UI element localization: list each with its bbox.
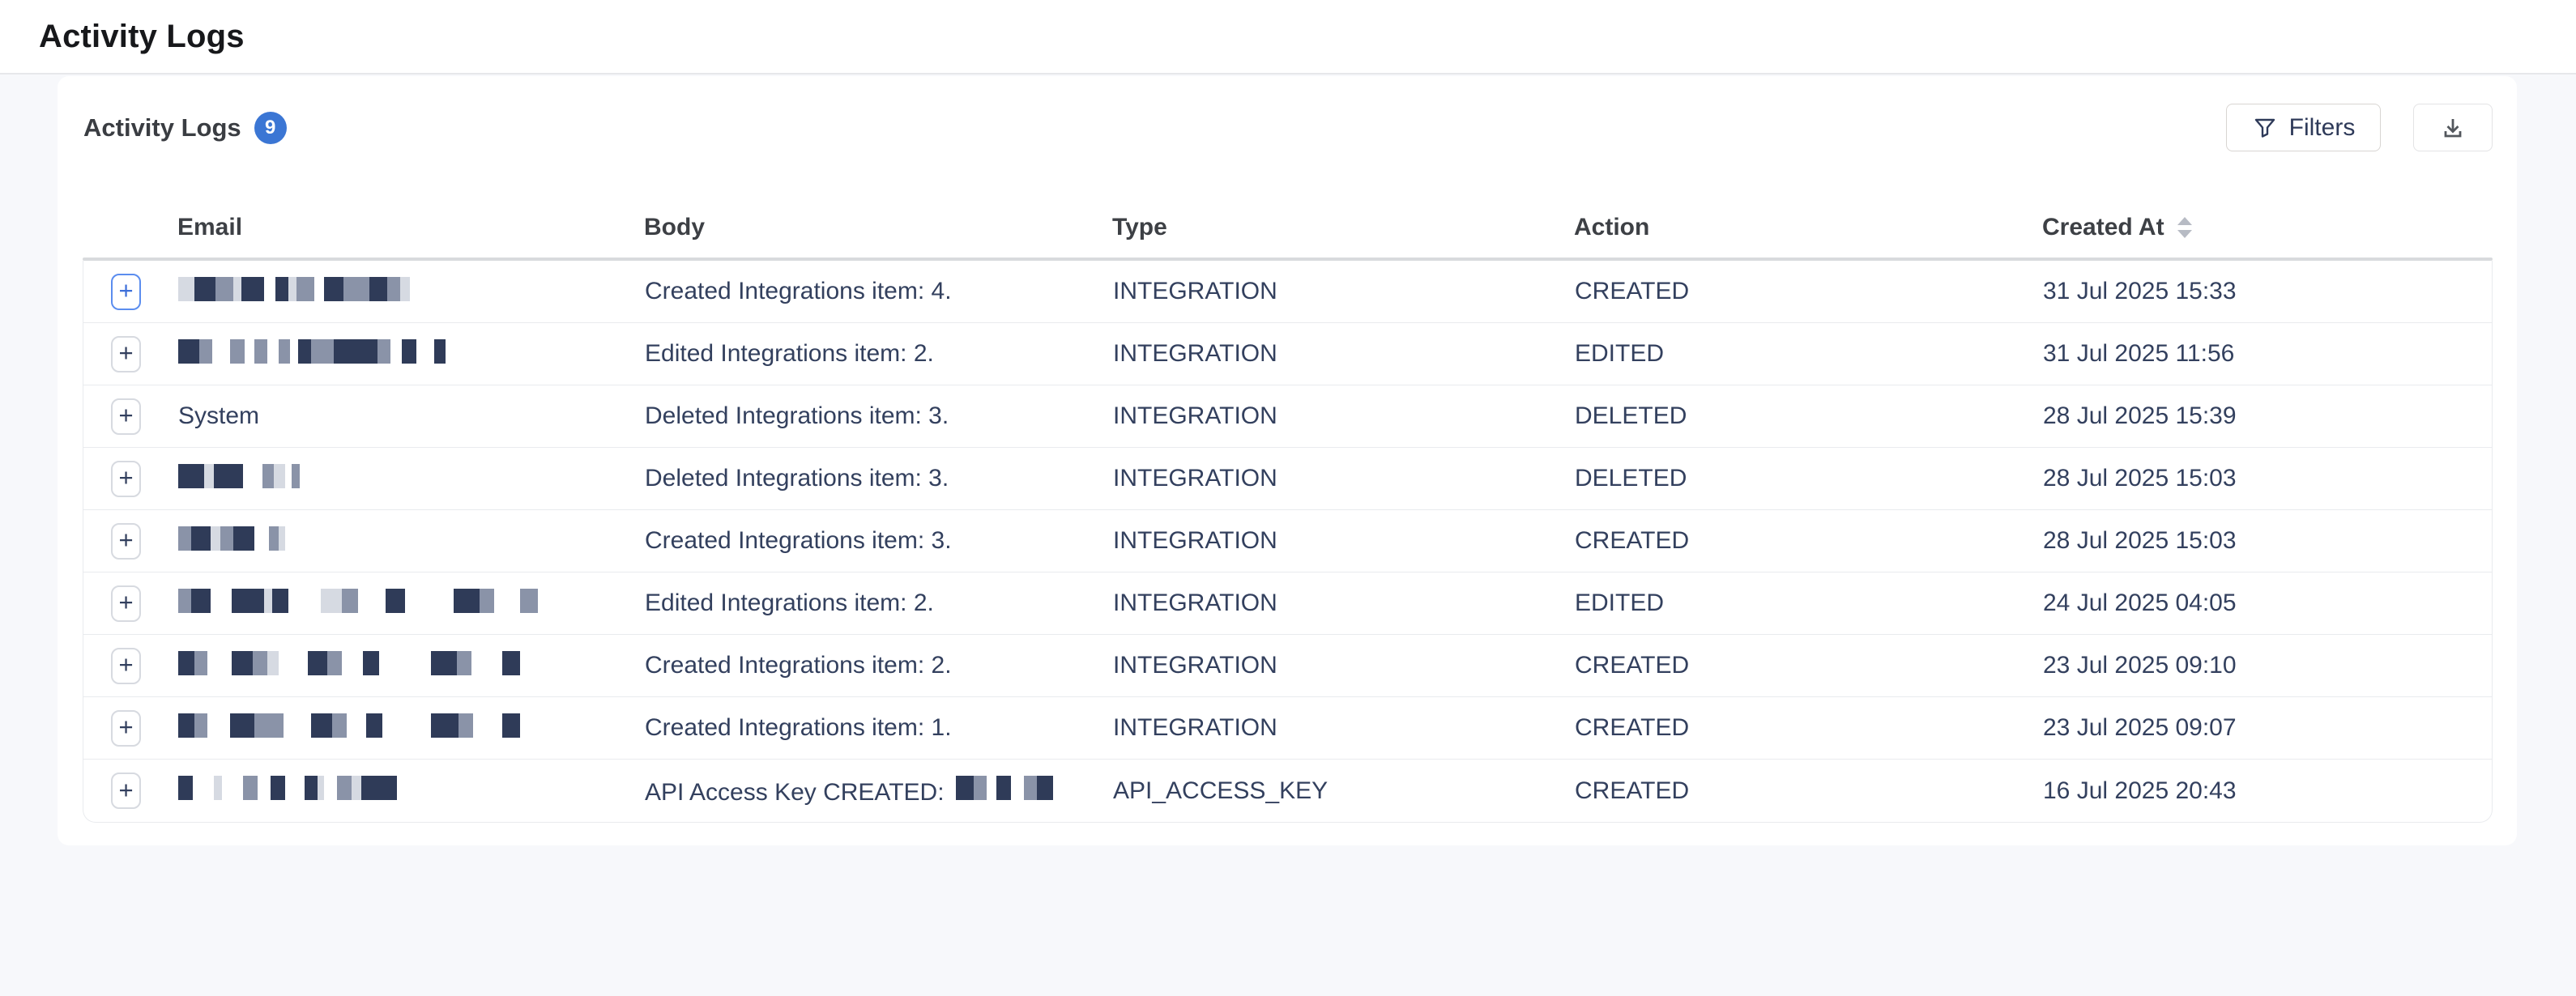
panel-title: Activity Logs: [83, 113, 241, 142]
redacted-email: [178, 775, 397, 801]
type-text: API_ACCESS_KEY: [1113, 777, 1329, 804]
type-text: INTEGRATION: [1113, 714, 1277, 741]
created-at-text: 28 Jul 2025 15:03: [2043, 527, 2237, 554]
expand-row-button[interactable]: +: [111, 398, 141, 435]
table-row: + Created Integrations item: 3. INTEGRAT…: [83, 510, 2492, 572]
action-text: CREATED: [1575, 777, 1690, 804]
redacted-email: [178, 650, 520, 676]
table-row: + Edited Integrations item: 2. INTEGRATI…: [83, 323, 2492, 385]
expand-row-button[interactable]: +: [111, 585, 141, 622]
redacted-email: [178, 463, 300, 489]
expand-row-button[interactable]: +: [111, 647, 141, 684]
type-text: INTEGRATION: [1113, 278, 1277, 304]
action-text: DELETED: [1575, 402, 1687, 429]
action-text: CREATED: [1575, 714, 1690, 741]
created-at-text: 23 Jul 2025 09:10: [2043, 652, 2237, 679]
expand-row-button[interactable]: +: [111, 773, 141, 809]
expand-row-button[interactable]: +: [111, 522, 141, 560]
expand-row-button[interactable]: +: [111, 273, 141, 310]
body-text: Created Integrations item: 3.: [645, 527, 952, 554]
created-at-text: 23 Jul 2025 09:07: [2043, 714, 2237, 741]
action-text: CREATED: [1575, 527, 1690, 554]
body-text: Deleted Integrations item: 3.: [645, 402, 949, 429]
type-text: INTEGRATION: [1113, 652, 1277, 679]
sort-icon: [2177, 217, 2192, 238]
body-text-prefix: API Access Key CREATED:: [645, 779, 945, 806]
download-icon: [2439, 114, 2467, 142]
table-row: + System Deleted Integrations item: 3. I…: [83, 385, 2492, 448]
email-text: System: [178, 402, 260, 429]
column-header-action: Action: [1574, 214, 1650, 240]
redacted-email: [178, 713, 520, 738]
table-header-row: Email Body Type Action Created At: [83, 198, 2493, 258]
table-row: + Edited Integrations item: 2. INTEGRATI…: [83, 572, 2492, 635]
expand-row-button[interactable]: +: [111, 335, 141, 372]
activity-logs-card: Activity Logs 9 Filters: [58, 76, 2517, 845]
action-text: EDITED: [1575, 340, 1665, 367]
expand-row-button[interactable]: +: [111, 460, 141, 497]
body-text: Created Integrations item: 2.: [645, 652, 952, 679]
expand-row-button[interactable]: +: [111, 709, 141, 747]
top-header-bar: Activity Logs: [0, 0, 2576, 74]
table-row: + Created Integrations item: 4. INTEGRAT…: [83, 261, 2492, 323]
filters-button[interactable]: Filters: [2226, 104, 2381, 151]
action-text: EDITED: [1575, 590, 1665, 616]
body-text: Deleted Integrations item: 3.: [645, 465, 949, 492]
type-text: INTEGRATION: [1113, 402, 1277, 429]
card-header: Activity Logs 9 Filters: [83, 76, 2493, 173]
column-header-body: Body: [644, 214, 705, 240]
header-divider: [83, 258, 2493, 261]
created-at-label: Created At: [2042, 214, 2164, 240]
table-body: + Created Integrations item: 4. INTEGRAT…: [83, 261, 2493, 823]
body-text: Created Integrations item: 4.: [645, 278, 952, 304]
column-header-email: Email: [177, 214, 243, 240]
type-text: INTEGRATION: [1113, 527, 1277, 554]
created-at-text: 31 Jul 2025 11:56: [2043, 340, 2235, 367]
created-at-text: 16 Jul 2025 20:43: [2043, 777, 2237, 804]
redacted-email: [178, 526, 285, 551]
created-at-text: 28 Jul 2025 15:03: [2043, 465, 2237, 492]
download-button[interactable]: [2413, 104, 2493, 151]
action-text: CREATED: [1575, 652, 1690, 679]
count-badge: 9: [254, 112, 287, 144]
created-at-text: 31 Jul 2025 15:33: [2043, 278, 2237, 304]
column-header-created-at[interactable]: Created At: [2042, 214, 2493, 241]
type-text: INTEGRATION: [1113, 590, 1277, 616]
action-text: DELETED: [1575, 465, 1687, 492]
column-header-type: Type: [1112, 214, 1167, 240]
redacted-body-fragment: [955, 775, 1053, 801]
redacted-email: [178, 338, 446, 364]
action-text: CREATED: [1575, 278, 1690, 304]
activity-table: Email Body Type Action Created At + Crea…: [83, 198, 2493, 823]
redacted-email: [178, 276, 410, 302]
table-row: + Created Integrations item: 2. INTEGRAT…: [83, 635, 2492, 697]
body-text: API Access Key CREATED:: [645, 775, 1113, 807]
table-row: + API Access Key CREATED: API_ACCESS_KEY…: [83, 760, 2492, 822]
body-text: Edited Integrations item: 2.: [645, 590, 934, 616]
body-text: Edited Integrations item: 2.: [645, 340, 934, 367]
redacted-email: [178, 588, 538, 614]
type-text: INTEGRATION: [1113, 340, 1277, 367]
filters-button-label: Filters: [2288, 113, 2356, 141]
funnel-icon: [2252, 115, 2278, 141]
created-at-text: 28 Jul 2025 15:39: [2043, 402, 2237, 429]
type-text: INTEGRATION: [1113, 465, 1277, 492]
page-title: Activity Logs: [39, 18, 245, 54]
table-row: + Deleted Integrations item: 3. INTEGRAT…: [83, 448, 2492, 510]
body-text: Created Integrations item: 1.: [645, 714, 952, 741]
table-row: + Created Integrations item: 1. INTEGRAT…: [83, 697, 2492, 760]
created-at-text: 24 Jul 2025 04:05: [2043, 590, 2237, 616]
